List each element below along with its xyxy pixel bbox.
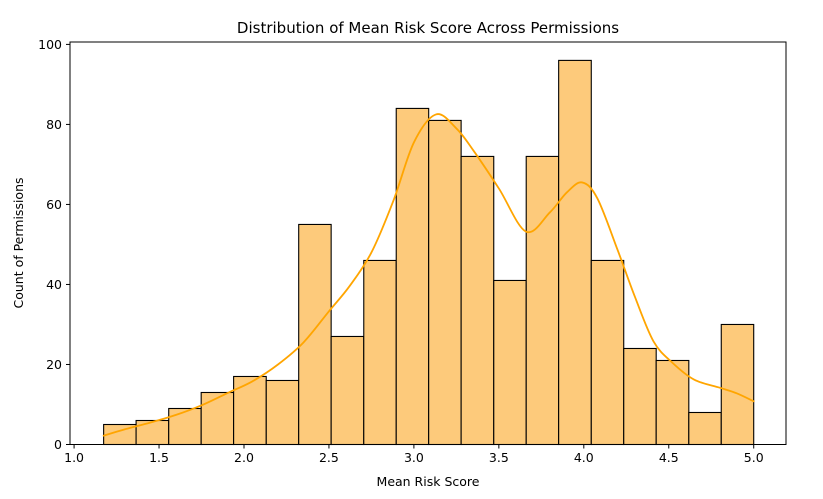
histogram-bar (428, 119, 462, 446)
histogram-bar (395, 107, 430, 446)
y-tick-label: 80 (46, 117, 62, 132)
y-tick-label: 0 (54, 437, 62, 452)
histogram-bar (135, 419, 170, 446)
x-tick-label: 3.5 (489, 450, 509, 465)
x-tick-label: 2.5 (319, 450, 339, 465)
histogram-bar (525, 155, 560, 446)
y-tick-label: 40 (46, 277, 62, 292)
histogram-bar (460, 155, 495, 446)
y-tick-label: 100 (38, 37, 62, 52)
x-axis-label: Mean Risk Score (377, 474, 480, 489)
y-tick-label: 60 (46, 197, 62, 212)
plot-border (69, 41, 787, 445)
histogram-bar (493, 279, 527, 446)
histogram-bar (655, 359, 690, 446)
histogram-bar (558, 59, 592, 446)
x-tick-label: 3.0 (404, 450, 424, 465)
histogram-bar (623, 347, 657, 446)
histogram-bar (298, 223, 332, 446)
x-tick-label: 1.0 (64, 450, 84, 465)
histogram-bar (168, 407, 202, 446)
axes-group (66, 41, 787, 449)
x-tick-label: 1.5 (149, 450, 169, 465)
histogram-bar (688, 411, 722, 446)
x-tick-label: 4.5 (659, 450, 679, 465)
x-tick-label: 5.0 (744, 450, 764, 465)
y-tick-label: 20 (46, 357, 62, 372)
x-tick-label: 2.0 (234, 450, 254, 465)
bars-group (103, 59, 755, 446)
y-axis-label: Count of Permissions (11, 177, 26, 308)
histogram-bar (233, 375, 267, 446)
kde-curve (102, 113, 755, 437)
histogram-bar (200, 391, 235, 446)
tick-labels-group: 1.0 1.5 2.0 2.5 3.0 3.5 4.0 4.5 5.0 0 20 40 60 80 100 (38, 37, 764, 465)
histogram-bar (590, 259, 625, 446)
x-tick-label: 4.0 (574, 450, 594, 465)
histogram-bar (265, 379, 300, 446)
chart-title: Distribution of Mean Risk Score Across P… (237, 19, 619, 37)
histogram-bar (330, 335, 365, 446)
histogram-bar (363, 259, 397, 446)
histogram-bar (720, 323, 755, 446)
